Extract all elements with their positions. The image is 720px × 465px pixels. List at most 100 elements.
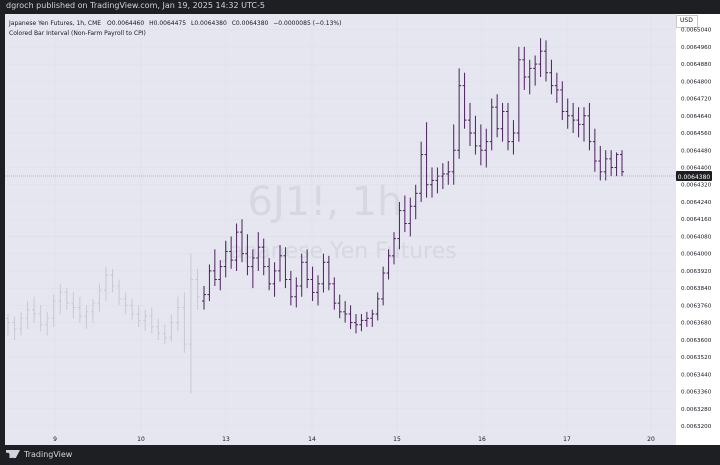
ohlc-bar-highlight (305, 249, 310, 289)
watermark-name: Japanese Yen Futures (221, 239, 456, 264)
ohlc-bar-highlight (565, 98, 570, 129)
y-tick-label: 0.0063520 (681, 355, 712, 361)
y-tick-label: 0.0064240 (681, 200, 712, 206)
ohlc-bar-highlight (549, 59, 554, 95)
ohlc-bar-faded (84, 305, 89, 330)
x-tick-label: 20 (647, 436, 655, 443)
ohlc-bar-highlight (261, 238, 266, 276)
ohlc-bar-faded (188, 253, 193, 394)
ohlc-bar-faded (38, 305, 43, 332)
ohlc-bar-faded (136, 305, 141, 327)
ohlc-bar-highlight (560, 81, 565, 121)
ohlc-bar-faded (149, 307, 154, 334)
ohlc-bar-highlight (544, 40, 548, 82)
ohlc-bar-highlight (386, 249, 391, 280)
ohlc-bar-faded (51, 294, 56, 327)
ohlc-bar-highlight (256, 232, 261, 271)
currency-button[interactable]: USD (676, 15, 698, 28)
ohlc-bar-highlight (223, 240, 228, 278)
y-tick-label: 0.0064080 (681, 234, 712, 240)
x-tick-label: 10 (137, 436, 145, 443)
ohlc-bar-highlight (392, 232, 396, 265)
ohlc-bar-highlight (419, 141, 424, 202)
ohlc-bar-highlight (462, 72, 467, 129)
legend-low: 0.0064380 (194, 20, 227, 27)
ohlc-bar-faded (123, 292, 128, 314)
tradingview-logo-icon (6, 450, 20, 458)
currency-label: USD (680, 17, 693, 24)
ohlc-bar-highlight (299, 253, 304, 297)
y-tick-label: 0.0063680 (681, 321, 712, 327)
watermark-symbol: 6J1!, 1h (248, 179, 403, 225)
ohlc-bar-faded (162, 324, 167, 345)
y-tick-label: 0.0064640 (681, 114, 712, 120)
y-tick-label: 0.0063200 (681, 424, 712, 430)
ohlc-bar-highlight (283, 247, 288, 289)
ohlc-bar-faded (90, 298, 95, 323)
ohlc-bar-highlight (576, 107, 581, 138)
y-tick-label: 0.0063840 (681, 286, 712, 292)
ohlc-bar-highlight (370, 309, 375, 327)
y-tick-label: 0.0063360 (681, 390, 712, 396)
ohlc-bar-highlight (587, 102, 592, 151)
ohlc-bar-faded (104, 266, 108, 302)
ohlc-bar-highlight (522, 46, 527, 90)
ohlc-bar-highlight (582, 107, 586, 142)
ohlc-bar-faded (71, 292, 76, 319)
y-tick-label: 0.0063920 (681, 269, 712, 275)
legend-change: −0.0000085 (−0.13%) (273, 20, 341, 27)
ohlc-bar-faded (58, 283, 63, 314)
tradingview-brand[interactable]: TradingView (6, 450, 72, 459)
ohlc-bar-faded (156, 318, 161, 340)
ohlc-bar-highlight (332, 277, 337, 310)
legend-close: 0.0064380 (236, 20, 269, 27)
price-axis[interactable] (676, 14, 720, 445)
x-tick-label: 17 (563, 436, 571, 443)
gridlines (5, 14, 676, 432)
ohlc-bar-highlight (250, 249, 255, 289)
last-price-badge (676, 171, 712, 181)
ohlc-bar-highlight (294, 277, 299, 308)
y-tick-label: 0.0063600 (681, 338, 712, 344)
ohlc-bar-faded (64, 288, 69, 310)
legend-high-label: H (149, 20, 154, 27)
ohlc-bar-highlight (484, 128, 489, 168)
watermark: 6J1!, 1h Japanese Yen Futures (221, 179, 456, 264)
ohlc-bar-highlight (413, 184, 418, 220)
x-tick-label: 13 (222, 436, 230, 443)
ohlc-bar-highlight (267, 257, 272, 291)
legend-open-label: O (107, 20, 112, 27)
y-tick-label: 0.0064800 (681, 79, 712, 85)
ohlc-bar-faded (110, 268, 115, 293)
y-axis-ticks: 0.0065040 0.0064960 0.0064880 0.0064800 0.00… (681, 28, 712, 430)
ohlc-bar-faded (169, 313, 174, 342)
ohlc-bar-highlight (375, 292, 380, 321)
ohlc-bar-faded (25, 301, 30, 330)
chart-area[interactable] (5, 14, 676, 445)
ohlc-bar-highlight (397, 201, 402, 250)
last-price-label: 0.0064380 (678, 174, 711, 181)
legend-indicator: Colored Bar Interval (Non-Farm Payroll t… (9, 30, 146, 37)
x-tick-label: 16 (478, 436, 486, 443)
ohlc-bar-highlight (571, 102, 576, 134)
ohlc-bar-highlight (473, 115, 478, 155)
ohlc-bar-highlight (402, 195, 407, 233)
ohlc-bar-highlight (202, 285, 206, 310)
legend-close-label: C (232, 20, 236, 27)
ohlc-bar-highlight (516, 46, 521, 142)
y-tick-label: 0.0065040 (681, 28, 712, 34)
ohlc-bar-faded (12, 316, 17, 340)
ohlc-bar-faded (97, 283, 102, 312)
publisher-text: dgroch published on TradingView.com, Jan… (6, 1, 265, 10)
ohlc-bar-highlight (533, 55, 538, 86)
y-tick-label: 0.0064720 (681, 97, 712, 103)
ohlc-bar-highlight (337, 294, 342, 319)
ohlc-bar-highlight (229, 236, 234, 269)
svg-text:Japanese Yen Futures, 1h, CME: Japanese Yen Futures, 1h, CME O0.0064460… (8, 20, 341, 27)
x-tick-label: 9 (53, 436, 57, 443)
ohlc-bar-highlight (598, 145, 603, 181)
ohlc-bar-highlight (343, 301, 348, 323)
ohlc-bar-highlight (614, 152, 619, 177)
ohlc-bar-highlight (511, 120, 516, 155)
ohlc-bar-highlight (592, 128, 597, 172)
